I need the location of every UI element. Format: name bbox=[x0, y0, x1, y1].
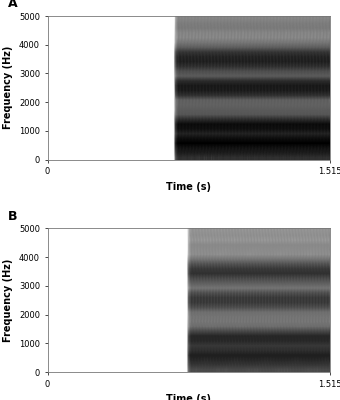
Text: B: B bbox=[8, 210, 18, 223]
X-axis label: Time (s): Time (s) bbox=[166, 394, 211, 400]
Y-axis label: Frequency (Hz): Frequency (Hz) bbox=[3, 46, 13, 130]
X-axis label: Time (s): Time (s) bbox=[166, 182, 211, 192]
Text: A: A bbox=[8, 0, 18, 10]
Y-axis label: Frequency (Hz): Frequency (Hz) bbox=[3, 258, 13, 342]
